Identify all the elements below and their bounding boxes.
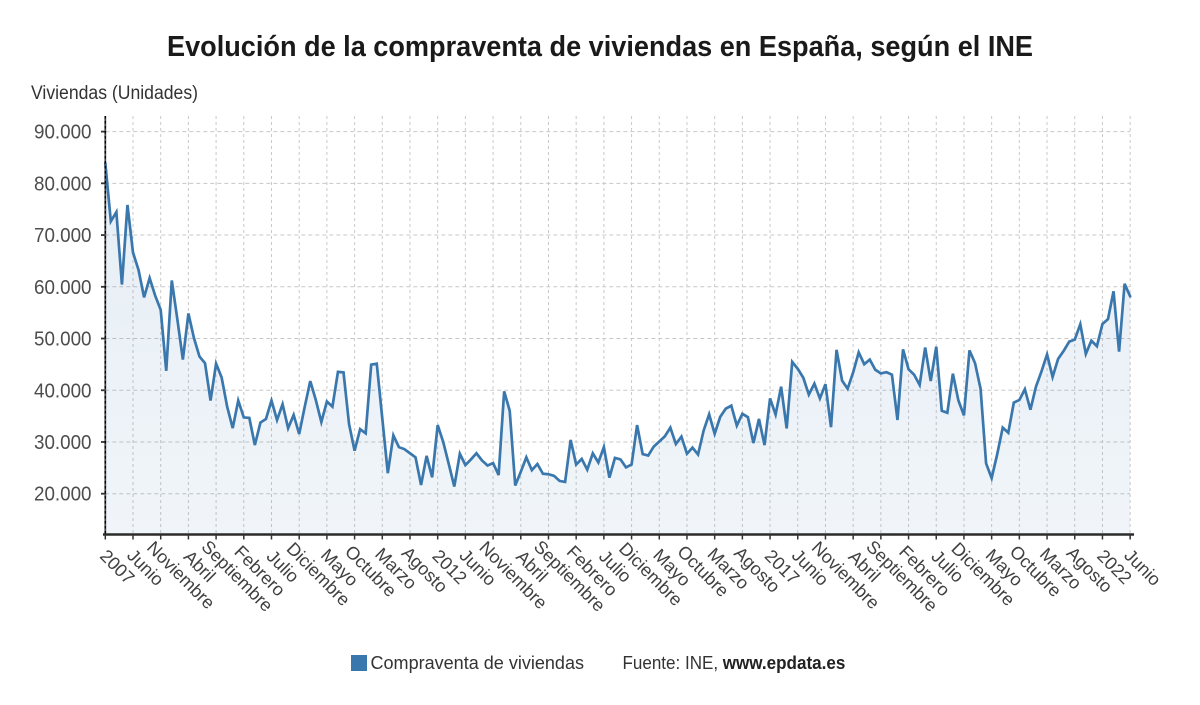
svg-text:Fuente: INE,: Fuente: INE,: [623, 653, 719, 673]
svg-text:40.000: 40.000: [34, 380, 92, 402]
svg-text:80.000: 80.000: [34, 173, 92, 195]
svg-text:www.epdata.es: www.epdata.es: [722, 653, 845, 673]
svg-text:60.000: 60.000: [34, 277, 92, 299]
svg-text:90.000: 90.000: [34, 122, 92, 144]
svg-text:30.000: 30.000: [34, 432, 92, 454]
svg-text:70.000: 70.000: [34, 225, 92, 247]
svg-text:Viviendas (Unidades): Viviendas (Unidades): [31, 83, 198, 104]
svg-text:Compraventa de viviendas: Compraventa de viviendas: [371, 653, 585, 673]
svg-text:50.000: 50.000: [34, 329, 92, 351]
svg-text:20.000: 20.000: [34, 484, 92, 506]
svg-text:Evolución de la compraventa de: Evolución de la compraventa de viviendas…: [167, 31, 1033, 63]
